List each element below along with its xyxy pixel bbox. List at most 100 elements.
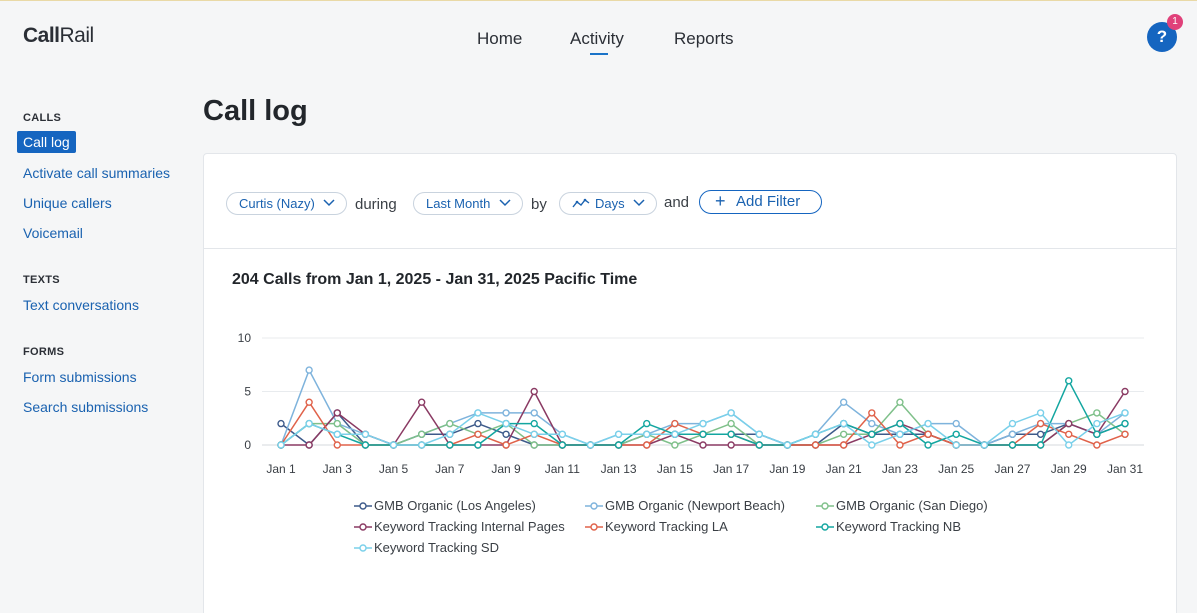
data-point [952,419,960,428]
data-point [952,441,960,449]
x-tick-label: Jan 3 [323,462,353,476]
legend-marker-icon [585,502,603,510]
data-point [868,430,876,438]
sidebar-item-call-log[interactable]: Call log [17,131,76,153]
data-point [1036,430,1045,438]
add-filter-button[interactable]: + Add Filter [699,190,822,214]
data-point [896,419,904,428]
x-tick-label: Jan 17 [713,462,749,476]
data-point [474,441,482,449]
data-point [671,430,679,438]
and-label: and [664,194,690,211]
granularity-select[interactable]: Days [559,192,657,215]
data-point [474,409,482,417]
data-point [333,441,341,449]
data-point [1121,430,1129,438]
legend-label: GMB Organic (Newport Beach) [605,498,785,513]
x-tick-label: Jan 11 [545,462,580,476]
data-point [530,430,538,438]
data-point [1036,409,1045,417]
data-point [868,409,876,417]
data-point [811,430,820,438]
data-point [1008,419,1017,428]
data-point [446,441,454,449]
x-tick-label: Jan 27 [994,462,1030,476]
data-point [839,430,848,438]
x-tick-label: Jan 31 [1107,462,1143,476]
data-point [502,409,510,417]
filter-bar: Curtis (Nazy) during Last Month by Days … [204,154,1176,249]
sidebar-item-form-submissions[interactable]: Form submissions [23,369,137,385]
company-select[interactable]: Curtis (Nazy) [226,192,347,215]
data-point [1093,430,1101,438]
data-point [530,409,538,417]
data-point [1093,409,1101,417]
data-point [474,430,482,438]
data-point [446,419,454,428]
callrail-logo[interactable]: CallRail [23,24,94,47]
nav-home[interactable]: Home [477,29,523,48]
x-tick-label: Jan 19 [769,462,805,476]
data-point [839,398,848,406]
sidebar-item-activate-call-summaries[interactable]: Activate call summaries [23,165,171,181]
data-point [924,430,932,438]
legend-marker-icon [354,502,372,510]
sidebar-heading-calls: CALLS [23,112,62,124]
nav-reports[interactable]: Reports [674,29,734,48]
chevron-down-icon [633,199,645,207]
data-point [502,441,510,449]
legend-label: GMB Organic (San Diego) [836,498,988,513]
sidebar-item-text-conversations[interactable]: Text conversations [23,297,139,313]
period-select[interactable]: Last Month [413,192,523,215]
legend-marker-icon [354,544,372,552]
call-log-card: Curtis (Nazy) during Last Month by Days … [203,153,1177,613]
y-tick-label: 5 [244,385,251,399]
data-point [305,419,313,428]
period-select-label: Last Month [426,196,491,211]
data-point [586,441,595,449]
y-tick-label: 0 [244,438,251,452]
nav-activity[interactable]: Activity [570,29,624,48]
x-tick-label: Jan 9 [491,462,521,476]
data-point [699,419,707,428]
data-point [727,419,735,428]
top-border [0,0,1197,1]
data-point [643,419,651,428]
x-tick-label: Jan 25 [938,462,974,476]
sidebar-item-unique-callers[interactable]: Unique callers [23,195,112,211]
page-title: Call log [203,95,308,127]
data-point [1121,419,1129,428]
data-point [1008,441,1017,449]
legend-label: Keyword Tracking SD [374,540,499,555]
data-point [474,419,482,428]
data-point [671,419,679,428]
legend-marker-icon [816,523,834,531]
x-tick-label: Jan 5 [379,462,409,476]
data-point [896,398,904,406]
data-point [699,441,707,449]
data-point [277,441,285,449]
data-point [502,419,510,428]
sidebar-item-search-submissions[interactable]: Search submissions [23,399,149,415]
data-point [811,441,820,449]
x-tick-label: Jan 23 [882,462,918,476]
calls-line-chart: 0 5 10 Jan 1 Jan 3 Jan 5 Jan 7 Jan 9 Jan 11 Jan 1… [238,331,1144,476]
plus-icon: + [715,191,726,211]
chevron-down-icon [499,199,511,207]
x-tick-label: Jan 13 [601,462,637,476]
data-point [1065,419,1073,428]
granularity-select-label: Days [595,196,625,211]
during-label: during [355,196,397,213]
data-point [896,430,904,438]
sidebar-heading-texts: TEXTS [23,274,60,286]
data-point [446,430,454,438]
data-point [924,419,932,428]
data-point [924,441,932,449]
data-point [727,441,735,449]
data-point [1008,430,1017,438]
data-point [530,441,538,449]
data-point [671,441,679,449]
data-point [305,398,313,406]
sidebar-item-voicemail[interactable]: Voicemail [23,225,83,241]
data-point [305,441,313,449]
